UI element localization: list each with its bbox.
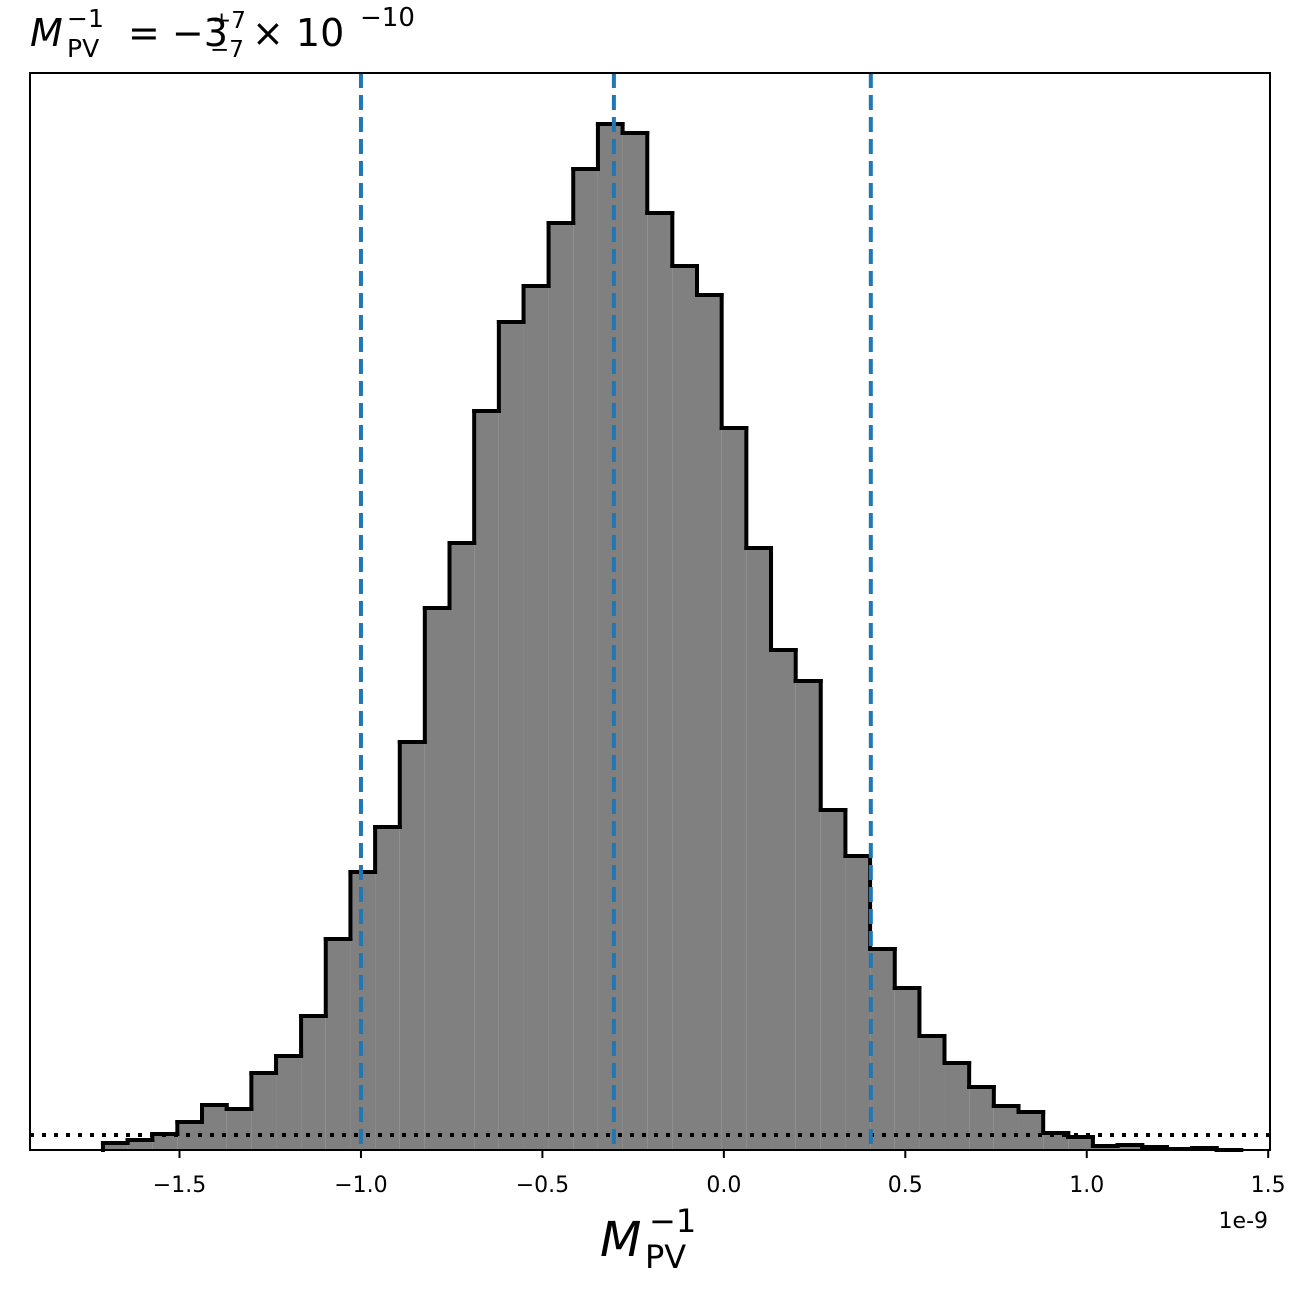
histogram-bar — [870, 949, 895, 1150]
histogram-bar — [102, 1143, 128, 1150]
histogram-bar — [449, 543, 475, 1150]
title-symbol: M — [30, 11, 63, 55]
x-tick-label: 1.0 — [1069, 1173, 1104, 1198]
histogram-bar — [375, 827, 400, 1150]
title-sub: PV — [67, 34, 99, 63]
title-upper-err: +7 — [212, 8, 246, 34]
histogram-bar — [919, 1036, 945, 1150]
histogram-bar — [771, 650, 796, 1150]
histogram-bar — [226, 1109, 252, 1150]
histogram-bar — [894, 988, 920, 1150]
histogram-bar — [721, 428, 747, 1150]
title-exponent: −10 — [360, 3, 415, 33]
title-sup: −1 — [67, 4, 104, 33]
histogram-bar — [573, 169, 598, 1150]
histogram-bar — [795, 681, 821, 1150]
histogram-bar — [399, 742, 425, 1150]
histogram-bar — [474, 411, 499, 1150]
histogram-bar — [696, 295, 722, 1150]
histogram-bar — [202, 1105, 227, 1150]
histogram-bar — [672, 266, 697, 1150]
plot-frame — [29, 72, 1271, 1151]
histogram-bar — [325, 939, 351, 1150]
histogram-bar — [647, 213, 673, 1150]
histogram-bar — [969, 1087, 994, 1150]
histogram-bar — [1068, 1137, 1093, 1150]
histogram-bar — [820, 810, 846, 1150]
histogram-bar — [523, 286, 549, 1150]
histogram-bar — [424, 608, 450, 1150]
histogram-bar — [152, 1134, 178, 1150]
histogram-bar — [1043, 1133, 1069, 1150]
x-label-symbol: M — [600, 1212, 641, 1268]
histogram-bar — [845, 856, 871, 1150]
histogram-bar — [251, 1073, 277, 1150]
x-tick-label: 1.5 — [1251, 1173, 1286, 1198]
x-tick-label: 0.5 — [888, 1173, 923, 1198]
histogram-bar — [1117, 1145, 1143, 1150]
title-times: × 10 — [252, 11, 344, 55]
histogram-bar — [498, 322, 524, 1150]
histogram-bar — [746, 548, 772, 1150]
histogram-bar — [301, 1016, 326, 1150]
x-tick-label: −1.5 — [153, 1173, 206, 1198]
title-value: = −3 — [128, 11, 228, 55]
histogram-bar — [548, 223, 574, 1150]
x-tick-label: −0.5 — [516, 1173, 569, 1198]
x-tick-label: −1.0 — [334, 1173, 387, 1198]
x-label-sub: PV — [645, 1238, 686, 1276]
histogram-bar — [622, 133, 648, 1150]
offset-text: 1e-9 — [1219, 1209, 1268, 1234]
x-tick-label: 0.0 — [706, 1173, 741, 1198]
x-label-sup: −1 — [649, 1202, 696, 1240]
histogram-bar — [993, 1106, 1019, 1150]
histogram-bar — [1018, 1112, 1044, 1150]
histogram-bar — [597, 124, 623, 1150]
title-lower-err: −7 — [210, 37, 244, 63]
histogram-bar — [127, 1140, 153, 1150]
